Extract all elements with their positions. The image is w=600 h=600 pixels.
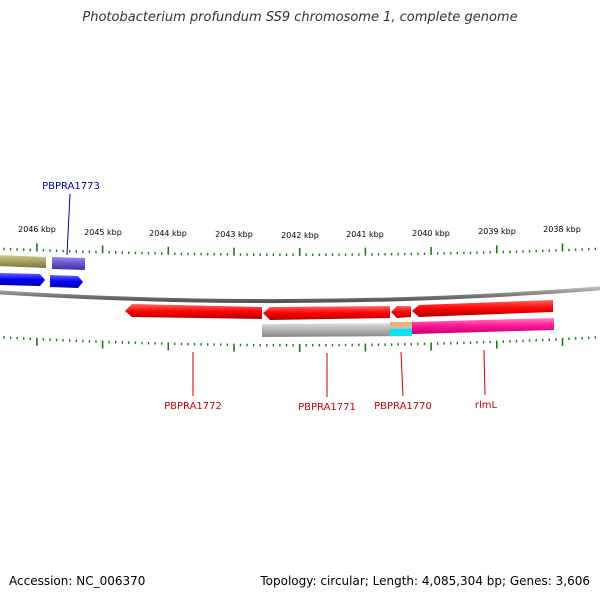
scale-label: 2044 kbp — [149, 229, 187, 238]
gene-label-pbpra1770[interactable]: PBPRA1770 — [374, 401, 432, 412]
genome-backbone — [0, 286, 600, 304]
genome-summary: Topology: circular; Length: 4,085,304 bp… — [260, 574, 590, 588]
accession-label: Accession: NC_006370 — [9, 574, 146, 588]
scale-ticks-top — [3, 243, 596, 256]
scale-labels: 2046 kbp 2045 kbp 2044 kbp 2043 kbp 2042… — [18, 225, 581, 240]
scale-label: 2043 kbp — [215, 230, 253, 239]
map-title: Photobacterium profundum SS9 chromosome … — [82, 10, 518, 25]
leader-line-rlml — [483, 349, 486, 396]
leader-line-pbpra1770 — [400, 351, 404, 397]
gene-pbpra1770[interactable] — [391, 306, 411, 318]
scale-ticks-bottom — [3, 336, 596, 352]
gene-pbpra1771[interactable] — [263, 306, 390, 320]
scale-label: 2042 kbp — [281, 231, 319, 240]
gene-gray[interactable] — [262, 323, 412, 337]
scale-label: 2040 kbp — [412, 229, 450, 238]
scale-label: 2041 kbp — [346, 230, 384, 239]
gene-label-pbpra1772[interactable]: PBPRA1772 — [164, 401, 222, 412]
leader-line-pbpra1773 — [66, 193, 71, 256]
gene-blue-2[interactable] — [50, 275, 83, 288]
gene-pbpra1772[interactable] — [125, 304, 262, 319]
scale-label: 2039 kbp — [478, 227, 516, 236]
reverse-strand-genes — [125, 300, 554, 337]
scale-label: 2038 kbp — [543, 225, 581, 234]
gene-blue-1[interactable] — [0, 273, 45, 286]
gene-orange-stripe — [390, 322, 412, 326]
gene-label-pbpra1771[interactable]: PBPRA1771 — [298, 402, 356, 413]
gene-labels: PBPRA1773 PBPRA1772 PBPRA1771 PBPRA1770 … — [42, 181, 497, 413]
scale-label: 2046 kbp — [18, 225, 56, 234]
gene-label-pbpra1773[interactable]: PBPRA1773 — [42, 181, 100, 192]
gene-label-rlml[interactable]: rlmL — [475, 400, 498, 411]
gene-rlml[interactable] — [412, 300, 553, 317]
scale-label: 2045 kbp — [84, 228, 122, 237]
forward-strand-genes — [0, 255, 85, 288]
gene-olive[interactable] — [0, 255, 46, 268]
gene-cyan[interactable] — [390, 329, 412, 336]
gene-magenta[interactable] — [412, 318, 554, 334]
gene-pbpra1773[interactable] — [52, 257, 85, 270]
